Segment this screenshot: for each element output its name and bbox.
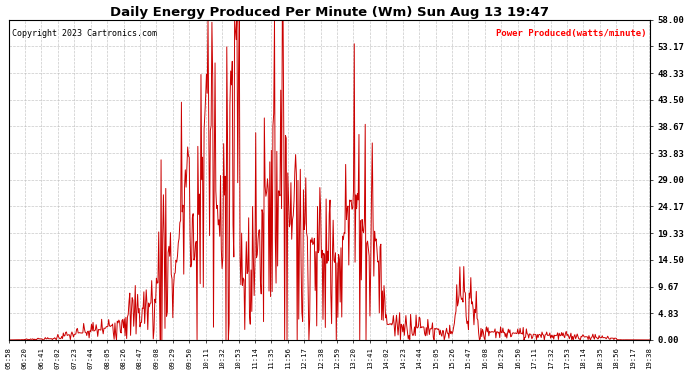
Text: Power Produced(watts/minute): Power Produced(watts/minute) (496, 29, 647, 38)
Text: Copyright 2023 Cartronics.com: Copyright 2023 Cartronics.com (12, 29, 157, 38)
Title: Daily Energy Produced Per Minute (Wm) Sun Aug 13 19:47: Daily Energy Produced Per Minute (Wm) Su… (110, 6, 549, 18)
